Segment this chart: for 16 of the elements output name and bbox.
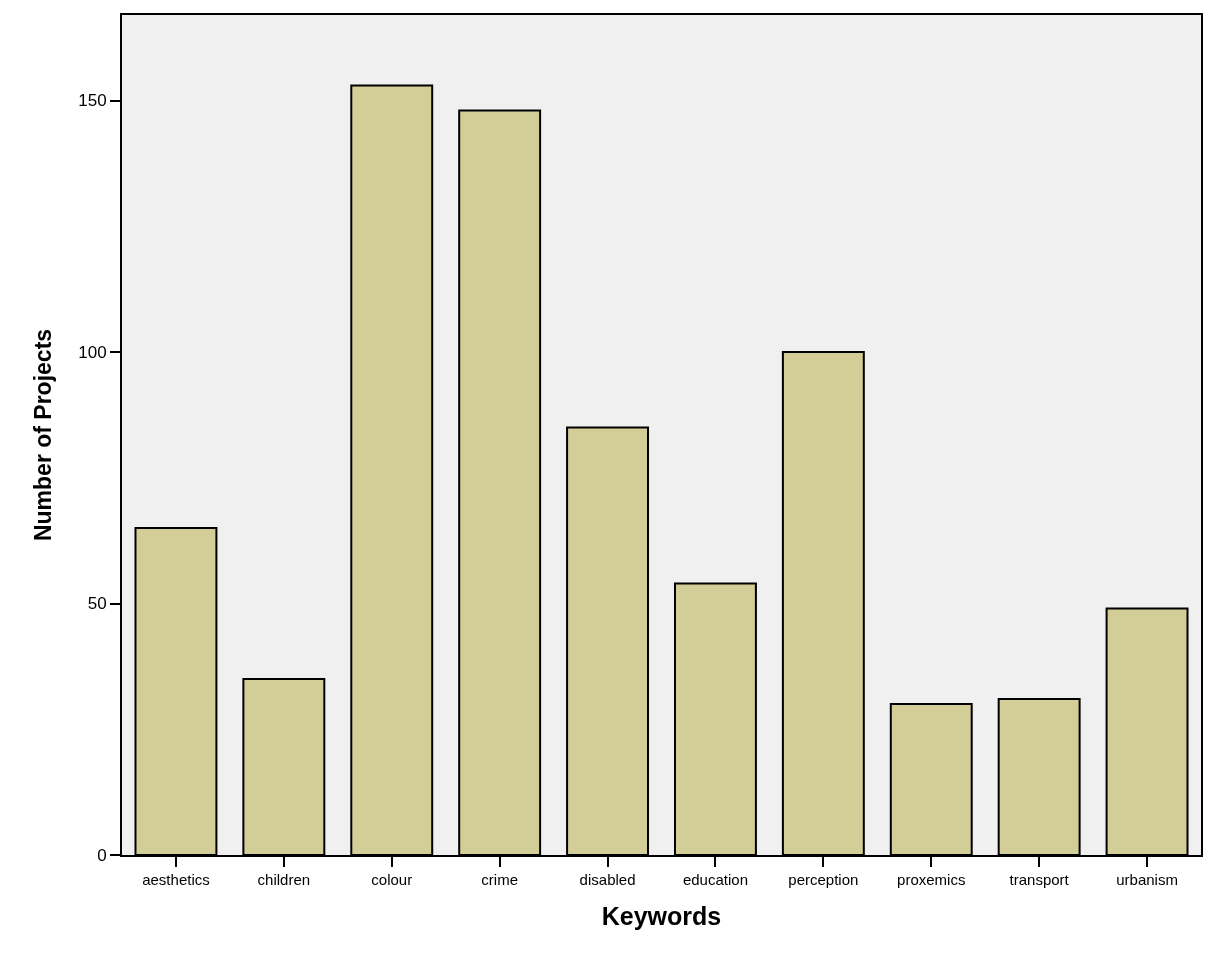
x-tick-label: perception xyxy=(788,871,859,888)
x-tick-label: disabled xyxy=(579,871,636,888)
x-tick-label: urbanism xyxy=(1116,871,1178,888)
y-tick-label: 100 xyxy=(78,342,107,362)
x-axis-title: Keywords xyxy=(601,901,722,930)
x-tick-label: aesthetics xyxy=(142,871,210,888)
x-tick-label: education xyxy=(682,871,748,888)
x-tick-label: proxemics xyxy=(897,871,966,888)
x-tick-label: transport xyxy=(1009,871,1070,888)
y-tick-label: 150 xyxy=(78,91,107,111)
y-axis-title: Number of Projects xyxy=(30,328,57,542)
x-tick-label: children xyxy=(257,871,311,888)
y-tick-label: 0 xyxy=(97,845,107,865)
y-tick-label: 50 xyxy=(87,594,107,614)
x-tick-label: crime xyxy=(481,871,518,888)
x-tick-label: colour xyxy=(371,871,413,888)
